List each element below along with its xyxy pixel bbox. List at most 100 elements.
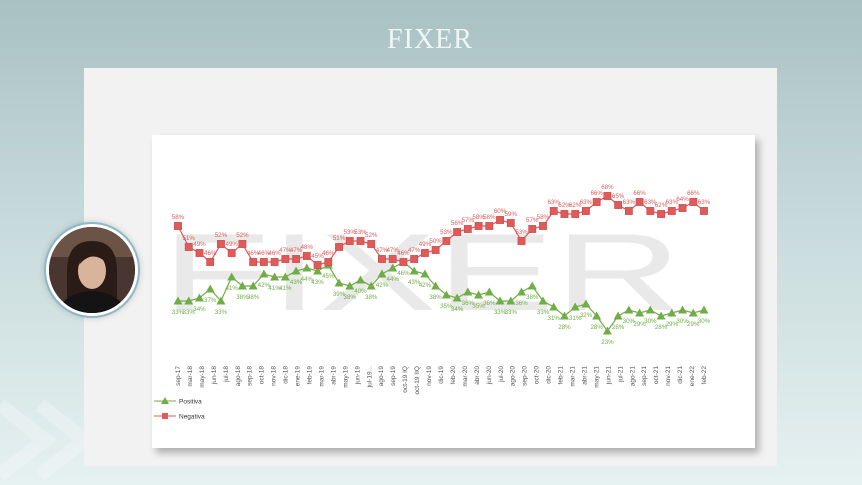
marker-positiva-abr-19 [313, 266, 323, 275]
marker-negativa-sep-21 [646, 207, 655, 215]
marker-negativa-nov-20 [539, 222, 547, 230]
marker-negativa-dic-19 [420, 249, 429, 257]
data-label-negativa-dic-20: 63% [548, 199, 561, 206]
x-tick-label: sep-20 [522, 366, 529, 386]
legend-label-positiva: Positiva [179, 399, 202, 406]
marker-negativa-dic-21 [678, 204, 687, 212]
marker-negativa-ago-19 [367, 240, 376, 248]
data-label-positiva-sep-20: 36% [515, 300, 528, 307]
data-label-positiva-feb-19: 43% [290, 279, 303, 286]
marker-positiva-ene-19 [280, 272, 290, 281]
data-label-negativa-jun-19: 51% [333, 235, 346, 242]
data-label-positiva-ene-19: 41% [279, 285, 292, 292]
data-label-negativa-jul-19: 53% [344, 229, 357, 236]
brand-header: FIXER [355, 26, 505, 56]
marker-positiva-nov-21 [667, 308, 677, 317]
marker-negativa-nov-19 [410, 255, 419, 263]
data-label-positiva-ago-21: 29% [633, 321, 646, 328]
data-label-negativa-mar-21: 63% [580, 199, 593, 206]
x-tick-label: oct-19 IIQ [414, 366, 421, 395]
x-tick-label: jun-18 [211, 366, 218, 385]
marker-negativa-sep-19 [378, 255, 386, 263]
marker-positiva-jun-18 [205, 284, 215, 293]
x-tick-label: nov-21 [665, 366, 672, 386]
data-label-negativa-oct-20: 57% [526, 217, 539, 224]
marker-positiva-oct-19 IQ [388, 263, 398, 272]
x-tick-label: abr-21 [581, 366, 588, 385]
legend-marker-negativa [162, 413, 168, 419]
x-tick-label: ago-18 [235, 366, 242, 387]
data-label-negativa-dic-19: 49% [419, 241, 432, 248]
data-label-negativa-abr-21: 66% [590, 190, 603, 197]
data-label-positiva-abr-20: 36% [462, 300, 475, 307]
marker-negativa-jun-18 [206, 258, 215, 266]
data-label-positiva-sep-21: 30% [644, 318, 657, 325]
data-label-positiva-ago-20: 33% [505, 309, 518, 316]
legend-marker-positiva [161, 397, 169, 404]
data-label-negativa-mar-19: 48% [301, 244, 314, 251]
data-label-negativa-mar-20: 56% [451, 220, 464, 227]
marker-negativa-may-18 [195, 249, 204, 257]
data-label-negativa-may-18: 49% [193, 241, 206, 248]
x-tick-label: oct-20 [534, 366, 541, 384]
marker-negativa-mar-20 [453, 228, 462, 236]
marker-negativa-jul-18 [217, 240, 225, 248]
marker-positiva-may-21 [602, 326, 612, 335]
data-label-negativa-nov-20: 58% [537, 214, 550, 221]
marker-positiva-oct-18 [248, 281, 258, 290]
data-label-positiva-mar-21: 32% [580, 312, 593, 319]
marker-negativa-mar-19 [302, 252, 311, 260]
x-tick-label: jul-21 [617, 366, 624, 383]
chart-card: FIXER 33% 33% 34% 37% 33% 41% 38% 38% 42% 41% 41% 4… [152, 135, 755, 448]
data-label-negativa-dic-18: 46% [268, 250, 281, 257]
data-label-negativa-feb-19: 47% [290, 247, 303, 254]
marker-positiva-oct-20 [527, 281, 537, 290]
data-label-positiva-oct-21: 28% [655, 324, 668, 331]
marker-negativa-nov-18 [259, 258, 268, 266]
marker-positiva-mar-20 [452, 293, 462, 302]
marker-negativa-sep-18 [238, 240, 247, 248]
marker-positiva-feb-22 [699, 305, 709, 314]
x-tick-label: nov-19 [426, 366, 433, 386]
data-label-positiva-ene-21: 28% [558, 324, 571, 331]
marker-positiva-feb-19 [291, 266, 301, 275]
data-label-negativa-abr-20: 57% [462, 217, 475, 224]
marker-negativa-jun-20 [485, 222, 494, 230]
legend-label-negativa: Negativa [179, 414, 205, 421]
data-label-negativa-ene-20: 50% [429, 238, 442, 245]
data-label-negativa-jul-18: 52% [215, 232, 228, 239]
data-label-positiva-dic-20: 31% [548, 315, 561, 322]
data-label-positiva-mar-20: 34% [451, 306, 464, 313]
data-label-positiva-may-20: 35% [472, 303, 485, 310]
marker-negativa-feb-22 [700, 207, 708, 215]
marker-positiva-feb-21 [570, 302, 580, 311]
x-tick-label: mar-18 [187, 366, 194, 387]
data-label-positiva-ago-19: 38% [365, 294, 378, 301]
marker-negativa-may-19 [324, 258, 333, 266]
marker-positiva-sep-20 [517, 287, 527, 296]
data-label-negativa-ene-22: 66% [687, 190, 700, 197]
data-label-negativa-may-20: 58% [472, 214, 485, 221]
x-tick-label: may-21 [593, 366, 600, 388]
data-label-negativa-sep-20: 53% [515, 229, 528, 236]
line-chart: FIXER 33%33%34%37%33%41%38%38%42%41%41%4… [154, 184, 711, 421]
person-photo-icon [49, 227, 135, 313]
watermark-text: FIXER [162, 211, 682, 334]
data-label-negativa-jul-21: 63% [623, 199, 636, 206]
data-label-positiva-may-21: 23% [601, 339, 614, 346]
marker-positiva-mar-21 [581, 299, 591, 308]
x-tick-label: ago-19 [378, 366, 385, 387]
x-tick-label: ene-19 [295, 366, 302, 387]
data-label-positiva-ene-22: 29% [687, 321, 700, 328]
marker-negativa-abr-20 [463, 225, 472, 233]
x-tick-label: oct-18 [259, 366, 266, 384]
data-label-negativa-sep-17: 58% [172, 214, 185, 221]
data-label-negativa-ago-20: 59% [505, 211, 518, 218]
marker-positiva-jun-20 [484, 287, 494, 296]
x-tick-label: jun-20 [486, 366, 493, 385]
x-tick-label: nov-18 [271, 366, 278, 386]
marker-negativa-oct-19 IIQ [399, 258, 408, 266]
x-tick-label: jun-21 [605, 366, 612, 385]
marker-negativa-dic-18 [270, 258, 279, 266]
data-label-positiva-mar-19: 44% [301, 276, 314, 283]
